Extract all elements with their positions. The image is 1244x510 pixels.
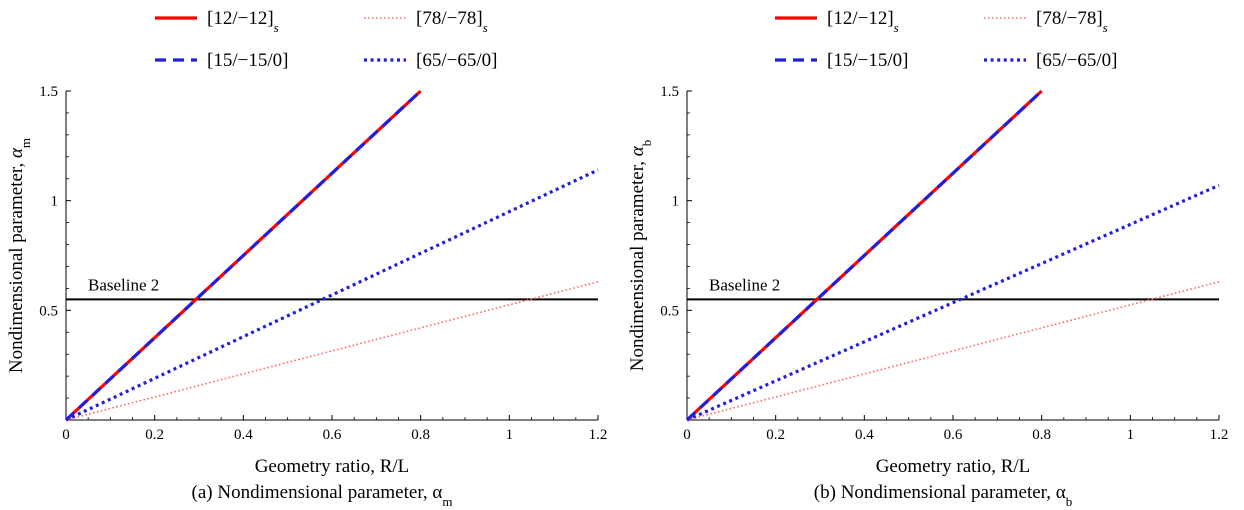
x-tick-label: 0.2	[145, 427, 164, 443]
series-line-2	[64, 89, 422, 422]
x-tick-label: 0.6	[944, 427, 963, 443]
legend-label-subscript: s	[274, 20, 279, 35]
chart-panel-a: 0 0.2 0.4 0.6 0.8 1 1.2 0.5 1 1.5 Baseline 2 Geomet…	[6, 8, 607, 509]
legend-label-0: [12/−12]s	[207, 8, 279, 35]
y-tick-label: 0.5	[660, 303, 679, 319]
legend-label-subscript: s	[1103, 20, 1108, 35]
legend-label-2: [15/−15/0]	[827, 50, 908, 71]
x-tick-label: 0.6	[323, 427, 342, 443]
legend-label-0: [12/−12]s	[827, 8, 899, 35]
caption-subscript: b	[1066, 494, 1073, 509]
caption-text: (a) Nondimensional parameter, α	[192, 482, 443, 503]
x-tick-label: 1.2	[589, 427, 608, 443]
series-line-3	[686, 183, 1220, 422]
figure-caption: (a) Nondimensional parameter, αm	[192, 482, 453, 509]
x-tick-label: 0	[62, 427, 70, 443]
y-axis-label-subscript: m	[18, 138, 33, 148]
x-tick-label: 1.2	[1210, 427, 1229, 443]
y-tick-label: 1	[51, 194, 59, 210]
y-axis-label-subscript: b	[639, 140, 654, 147]
legend-label-text: [12/−12]	[827, 8, 894, 29]
legend-label-text: [65/−65/0]	[1036, 50, 1117, 71]
y-tick-label: 1	[672, 194, 680, 210]
y-axis-label-text: Nondimensional parameter,	[6, 158, 27, 373]
x-tick-label: 0.8	[411, 427, 430, 443]
legend-label-1: [78/−78]s	[416, 8, 488, 35]
legend-label-subscript: s	[483, 20, 488, 35]
baseline-label: Baseline 2	[88, 275, 159, 294]
series-line-1	[65, 281, 599, 421]
x-tick-label: 0.4	[855, 427, 874, 443]
chart-panel-b: 0 0.2 0.4 0.6 0.8 1 1.2 0.5 1 1.5 Baseline 2 Geomet…	[627, 8, 1228, 509]
y-axis-label: Nondimensional parameter, αm	[6, 138, 33, 373]
series-line-3	[65, 168, 599, 422]
caption-subscript: m	[442, 494, 452, 509]
legend-label-text: [15/−15/0]	[207, 50, 288, 71]
x-tick-label: 0.4	[234, 427, 253, 443]
x-tick-label: 1	[1127, 427, 1135, 443]
y-axis-label-symbol: α	[6, 147, 27, 158]
x-tick-label: 0.8	[1032, 427, 1051, 443]
figure-caption: (b) Nondimensional parameter, αb	[814, 482, 1072, 509]
legend-label-3: [65/−65/0]	[416, 50, 497, 71]
x-axis-label: Geometry ratio, R/L	[255, 456, 410, 477]
x-tick-label: 1	[506, 427, 514, 443]
y-axis-label: Nondimensional parameter, αb	[627, 140, 654, 372]
series-line-2	[685, 89, 1043, 422]
legend-label-text: [15/−15/0]	[827, 50, 908, 71]
legend-label-subscript: s	[894, 20, 899, 35]
legend-label-2: [15/−15/0]	[207, 50, 288, 71]
y-axis-label-text: Nondimensional parameter,	[627, 156, 648, 371]
legend-label-text: [78/−78]	[1036, 8, 1103, 29]
legend-label-text: [65/−65/0]	[416, 50, 497, 71]
baseline-label: Baseline 2	[709, 275, 780, 294]
x-tick-label: 0.2	[766, 427, 785, 443]
x-tick-label: 0	[683, 427, 691, 443]
legend-label-1: [78/−78]s	[1036, 8, 1108, 35]
y-axis-label-symbol: α	[627, 145, 648, 156]
x-axis-label: Geometry ratio, R/L	[876, 456, 1031, 477]
legend-label-3: [65/−65/0]	[1036, 50, 1117, 71]
y-tick-label: 1.5	[660, 84, 679, 100]
legend-label-text: [12/−12]	[207, 8, 274, 29]
legend-label-text: [78/−78]	[416, 8, 483, 29]
y-tick-label: 0.5	[39, 303, 58, 319]
y-tick-label: 1.5	[39, 84, 58, 100]
caption-text: (b) Nondimensional parameter, α	[814, 482, 1066, 503]
